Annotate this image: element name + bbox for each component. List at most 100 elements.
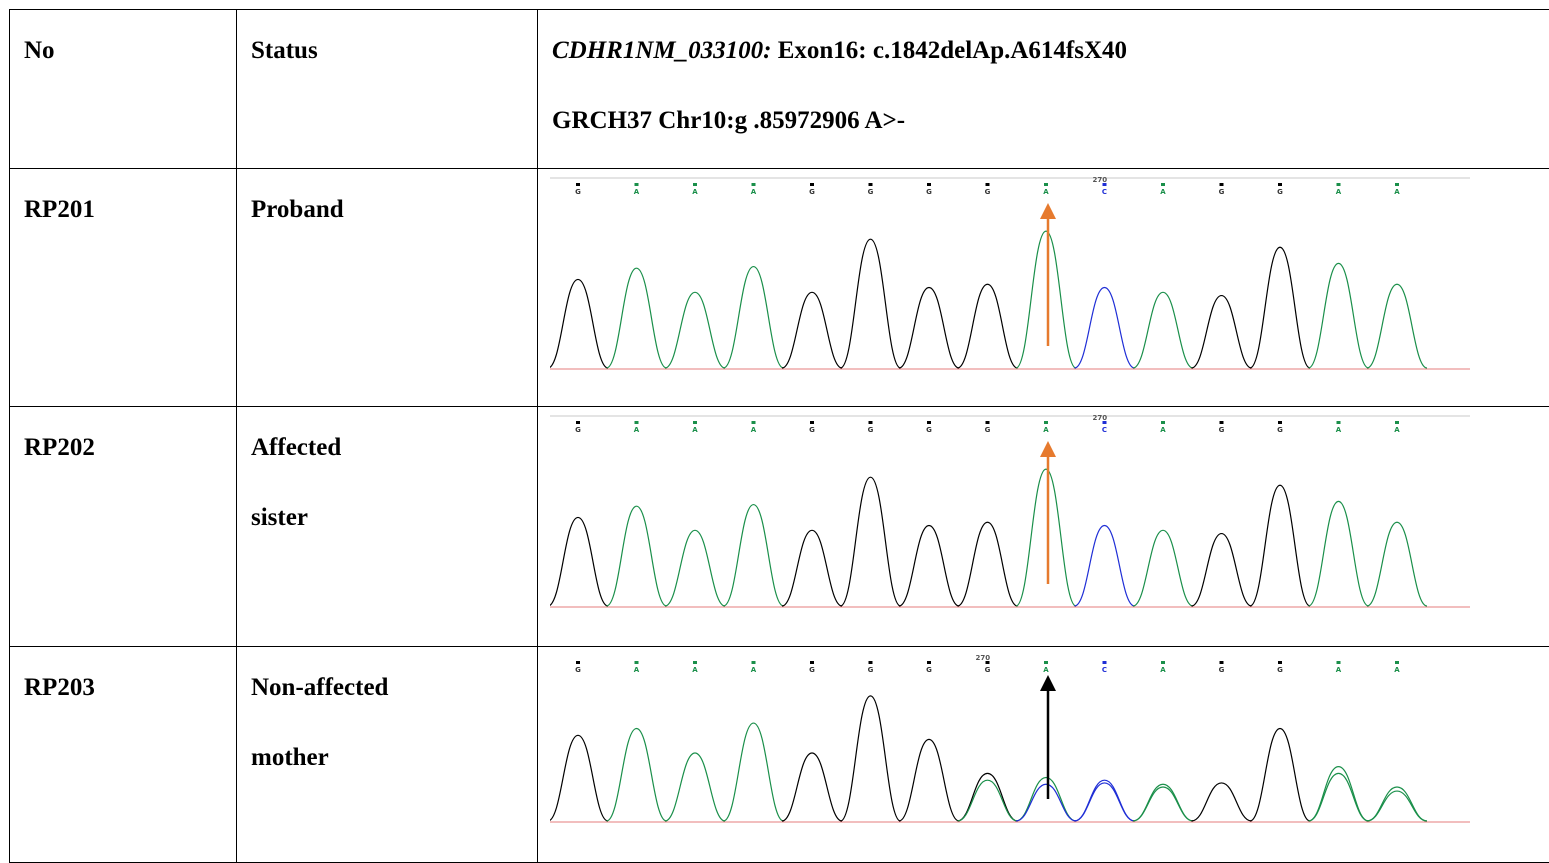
trace-peak-secondary xyxy=(1367,787,1427,821)
base-call-mark xyxy=(752,183,756,186)
trace-peak xyxy=(899,526,959,607)
base-call-label: G xyxy=(575,426,581,434)
trace-peak xyxy=(782,753,842,821)
base-call-label: A xyxy=(1160,426,1166,434)
header-row: No Status CDHR1NM_033100: Exon16: c.1842… xyxy=(10,10,1549,169)
base-call-mark xyxy=(927,183,931,186)
base-call-mark xyxy=(1337,183,1341,186)
trace-peak xyxy=(550,517,608,606)
arrow-head-icon xyxy=(1040,203,1056,219)
base-call-mark xyxy=(986,183,990,186)
trace-peak xyxy=(1367,284,1427,368)
base-call-label: G xyxy=(926,188,932,196)
trace-peak xyxy=(550,279,608,368)
base-call-label: C xyxy=(1102,426,1107,434)
row-status: Affected xyxy=(251,434,341,461)
base-call-label: A xyxy=(1336,426,1342,434)
trace-peak xyxy=(1250,247,1310,368)
base-call-mark xyxy=(1337,421,1341,424)
trace-peak xyxy=(1075,288,1135,369)
base-call-label: G xyxy=(926,666,932,674)
trace-peak xyxy=(665,530,725,606)
base-call-mark xyxy=(1220,661,1224,664)
base-call-label: A xyxy=(1394,188,1400,196)
trace-peak xyxy=(782,292,842,368)
trace-peak xyxy=(724,505,784,606)
base-call-label: A xyxy=(1043,426,1049,434)
base-call-label: A xyxy=(1336,666,1342,674)
base-call-label: G xyxy=(1219,666,1225,674)
position-label: 270 xyxy=(1093,415,1108,422)
trace-peak xyxy=(958,284,1018,368)
trace-peak xyxy=(1016,231,1076,368)
base-call-mark xyxy=(869,183,873,186)
trace-peak xyxy=(1367,522,1427,606)
base-call-label: C xyxy=(1102,666,1107,674)
trace-peak xyxy=(899,288,959,369)
header-variant-cell: CDHR1NM_033100: Exon16: c.1842delAp.A614… xyxy=(538,10,1549,169)
row-status-line2: mother xyxy=(251,745,537,770)
base-call-mark xyxy=(1278,421,1282,424)
base-call-label: A xyxy=(634,188,640,196)
trace-peak xyxy=(665,292,725,368)
base-call-label: G xyxy=(985,666,991,674)
row-id: RP202 xyxy=(10,407,236,460)
base-call-mark xyxy=(1220,421,1224,424)
trace-peak-secondary xyxy=(1016,784,1076,821)
trace-peak-secondary xyxy=(958,780,1018,821)
base-call-label: A xyxy=(1394,426,1400,434)
row-status-cell: Affected sister xyxy=(237,407,538,647)
trace-peak xyxy=(1075,526,1135,607)
base-call-label: A xyxy=(1394,666,1400,674)
base-call-label: G xyxy=(985,426,991,434)
header-no-cell: No xyxy=(10,10,237,169)
base-call-mark xyxy=(1044,421,1048,424)
row-id-cell: RP201 xyxy=(10,169,237,407)
base-call-mark xyxy=(576,661,580,664)
row-status: Proband xyxy=(237,169,537,222)
header-status-cell: Status xyxy=(237,10,538,169)
base-call-mark xyxy=(810,421,814,424)
base-call-mark xyxy=(693,661,697,664)
base-call-label: G xyxy=(1277,188,1283,196)
row-status-line2: sister xyxy=(251,505,537,530)
base-call-mark xyxy=(1044,661,1048,664)
base-call-label: G xyxy=(809,666,815,674)
trace-peak xyxy=(724,723,784,821)
base-call-label: G xyxy=(575,666,581,674)
base-call-mark xyxy=(576,183,580,186)
base-call-label: G xyxy=(868,426,874,434)
base-call-mark xyxy=(1395,661,1399,664)
base-call-mark xyxy=(1278,183,1282,186)
variant-exon: Exon16: c.1842delAp.A614fsX40 xyxy=(771,37,1127,64)
trace-peak xyxy=(841,477,901,606)
base-call-label: A xyxy=(634,426,640,434)
base-call-mark xyxy=(635,183,639,186)
trace-peak xyxy=(724,267,784,368)
base-call-mark xyxy=(986,421,990,424)
row-id-cell: RP203 xyxy=(10,647,237,863)
base-call-mark xyxy=(635,421,639,424)
base-call-label: G xyxy=(809,426,815,434)
trace-peak xyxy=(958,522,1018,606)
base-call-label: C xyxy=(1102,188,1107,196)
row-id-cell: RP202 xyxy=(10,407,237,647)
trace-peak xyxy=(841,239,901,368)
base-call-label: G xyxy=(868,188,874,196)
base-call-mark xyxy=(1161,421,1165,424)
base-call-label: A xyxy=(692,666,698,674)
trace-peak xyxy=(1250,485,1310,606)
row-status-cell: Proband xyxy=(237,169,538,407)
base-call-label: G xyxy=(1277,426,1283,434)
base-call-mark xyxy=(1278,661,1282,664)
